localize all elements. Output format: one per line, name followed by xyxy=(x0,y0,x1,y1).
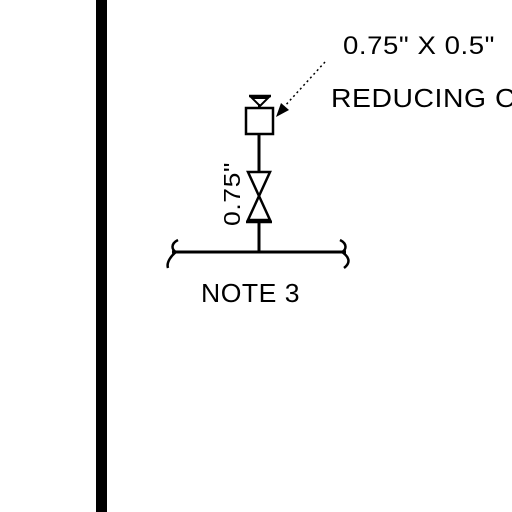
reducing-coupling-icon xyxy=(244,106,275,136)
border-line xyxy=(96,0,107,512)
gate-valve-icon xyxy=(246,170,272,224)
leader-arrowhead-icon xyxy=(276,103,289,117)
note-label: NOTE 3 xyxy=(201,278,300,308)
left-break-icon xyxy=(166,238,179,269)
callout-size-label: 0.75" X 0.5" xyxy=(343,32,495,60)
callout-name-label: REDUCING C xyxy=(331,83,512,113)
right-break-icon xyxy=(339,238,350,269)
leader-line xyxy=(282,61,326,109)
pipe-cap-icon xyxy=(249,94,271,108)
pipe-size-label: 0.75" xyxy=(219,162,245,226)
